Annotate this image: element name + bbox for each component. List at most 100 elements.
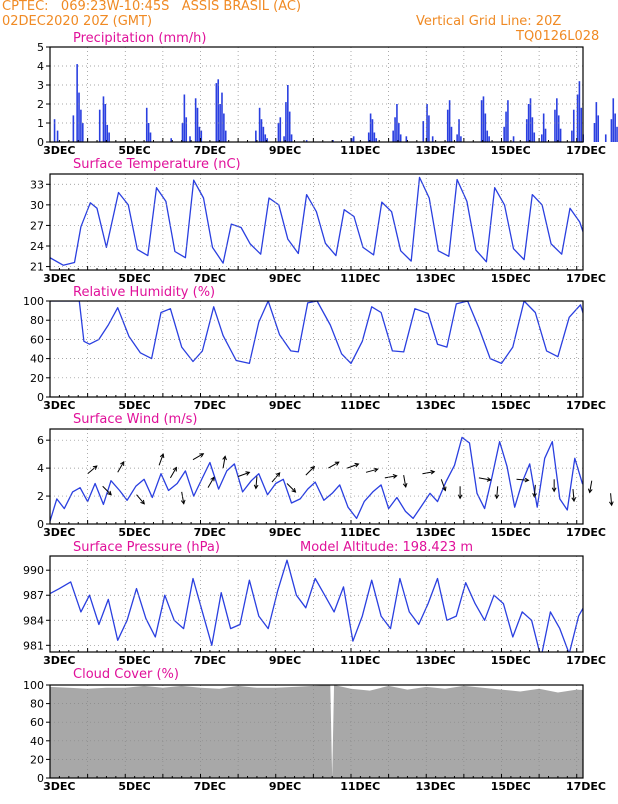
x-tick-label: 15DEC [491, 780, 531, 793]
precip-bar [375, 138, 378, 142]
x-tick-label: 11DEC [340, 526, 380, 539]
x-tick-label: 9DEC [269, 654, 301, 667]
panel-frame [49, 46, 584, 143]
wind-arrow [365, 468, 378, 473]
x-tick-label: 5DEC [118, 399, 150, 412]
x-tick-label: 9DEC [269, 399, 301, 412]
x-tick-label: 17DEC [566, 654, 606, 667]
x-tick-label: 15DEC [491, 526, 531, 539]
precip-bar [200, 130, 203, 142]
series-line [50, 176, 583, 266]
x-tick-label: 5DEC [118, 654, 150, 667]
x-tick-label: 17DEC [566, 526, 606, 539]
y-tick-label: 4 [37, 60, 44, 73]
precip-bar [392, 130, 394, 142]
wind-arrow-head [253, 484, 259, 490]
precip-bar [367, 132, 370, 142]
wind-arrow [533, 484, 536, 497]
precip-bar [426, 104, 428, 142]
run-date: 02DEC2020 20Z (GMT) [2, 14, 153, 29]
x-tick-label: 5DEC [118, 780, 150, 793]
x-tick-label: 13DEC [415, 526, 455, 539]
x-tick-label: 17DEC [566, 399, 606, 412]
precip-bar [578, 81, 581, 142]
x-tick-label: 13DEC [415, 144, 455, 157]
y-tick-label: 6 [37, 434, 44, 447]
precip-bar [529, 98, 532, 142]
y-tick-label: 27 [30, 219, 44, 232]
y-tick-label: 30 [30, 199, 44, 212]
precip-bar [554, 109, 556, 142]
precip-bar [255, 130, 257, 142]
x-tick-label: 13DEC [415, 654, 455, 667]
precip-bar [614, 113, 616, 142]
precip-bar [260, 119, 263, 142]
precip-bar [181, 123, 184, 142]
precip-bar [53, 119, 56, 142]
precip-bar [287, 85, 289, 142]
precip-bar [194, 98, 197, 142]
precip-bar [371, 119, 374, 142]
wind-arrow [422, 471, 435, 475]
x-tick-label: 9DEC [269, 780, 301, 793]
precip-bar [428, 115, 430, 142]
x-tick-label: 13DEC [415, 780, 455, 793]
precip-bar [448, 100, 451, 142]
wind-arrow [403, 475, 407, 488]
precip-bar [595, 102, 598, 142]
wind-arrow-head [551, 487, 557, 493]
x-tick-label: 7DEC [194, 654, 226, 667]
precip-bar [460, 136, 462, 142]
x-tick-label: 3DEC [43, 526, 75, 539]
wind-arrow [136, 494, 145, 505]
precip-bar [56, 130, 59, 142]
precip-bar [147, 123, 150, 142]
wind-arrow-head [524, 477, 530, 483]
precip-bar [556, 98, 558, 142]
precip-bar [350, 138, 353, 142]
wind-arrow [237, 471, 250, 477]
precip-bar [557, 115, 560, 142]
precip-bar [266, 138, 268, 142]
x-tick-label: 15DEC [491, 399, 531, 412]
y-tick-label: 20 [30, 753, 44, 766]
wind-arrow-head [120, 461, 125, 466]
wind-arrow-head [245, 471, 251, 476]
y-tick-label: 981 [23, 639, 44, 652]
x-tick-label: 7DEC [194, 272, 226, 285]
precip-bar [593, 123, 596, 142]
panel-title: Surface Pressure (hPa) [73, 540, 220, 555]
wind-arrow [181, 491, 185, 504]
x-tick-label: 11DEC [340, 780, 380, 793]
wind-arrow [347, 463, 359, 469]
x-tick-label: 17DEC [566, 780, 606, 793]
precip-bar [279, 117, 282, 142]
y-tick-label: 40 [30, 353, 44, 366]
precip-bar [394, 117, 396, 142]
precip-bar [616, 126, 618, 142]
precip-bar [258, 107, 261, 142]
x-tick-label: 5DEC [118, 526, 150, 539]
y-tick-label: 2 [37, 490, 44, 503]
precip-bar [542, 113, 545, 142]
precip-bar [262, 126, 265, 142]
precip-bar [98, 109, 101, 142]
precip-bar [224, 130, 227, 142]
precip-bar [533, 132, 536, 142]
model-code: TQ0126L028 [516, 29, 600, 44]
panel-frame [49, 173, 584, 271]
wind-arrow-head [222, 455, 227, 461]
precip-bar [612, 98, 615, 142]
wind-arrow [255, 476, 258, 489]
y-tick-label: 24 [30, 240, 44, 253]
x-tick-label: 7DEC [194, 780, 226, 793]
x-tick-label: 9DEC [269, 526, 301, 539]
precip-bar [505, 111, 507, 142]
wind-arrow-head [609, 501, 614, 507]
x-tick-label: 3DEC [43, 144, 75, 157]
y-tick-label: 80 [30, 314, 44, 327]
precip-bar [264, 134, 267, 142]
precip-bar [446, 109, 449, 142]
precip-bar [288, 111, 291, 142]
